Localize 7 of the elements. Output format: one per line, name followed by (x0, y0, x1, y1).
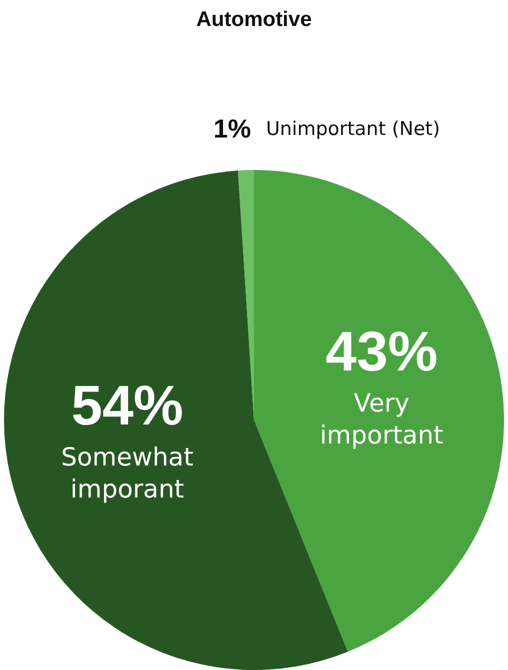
data-label: 54% (71, 373, 184, 436)
slice-label: Unimportant (Net) (266, 118, 440, 140)
chart-title: Automotive (196, 8, 312, 31)
data-label: 1% (213, 113, 251, 144)
data-label: 43% (326, 320, 438, 383)
slice-label: Very important (320, 388, 444, 450)
slice-label: Somewhat imporant (61, 442, 194, 504)
